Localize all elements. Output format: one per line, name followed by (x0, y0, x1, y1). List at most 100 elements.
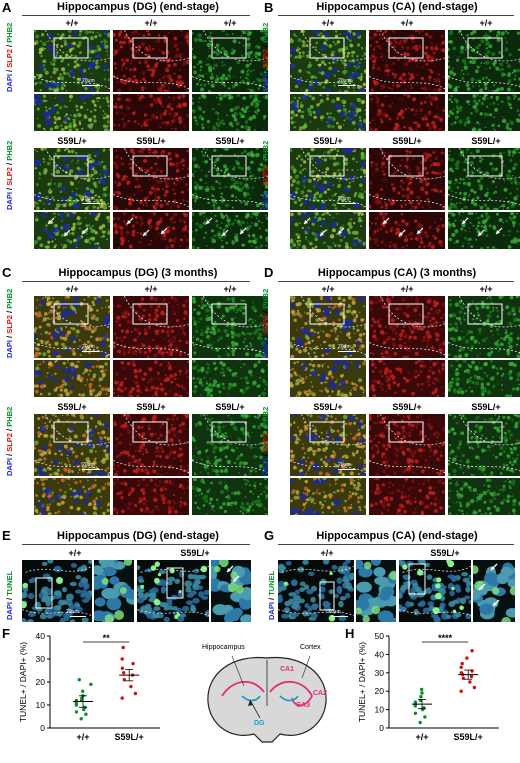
micrograph-c-mut-ch2 (113, 414, 189, 476)
label-dg: DG (254, 720, 265, 727)
micrograph-d-wt-ch1 (290, 296, 366, 358)
x-tick-label: S59L/+ (454, 732, 483, 742)
panel-b-title: Hippocampus (CA) (end-stage) (282, 1, 512, 13)
label-hippocampus: Hippocampus (202, 644, 245, 651)
brain-diagram: Hippocampus Cortex CA1 CA2 CA3 DG (192, 636, 342, 751)
data-point (84, 713, 87, 716)
scale-bar (338, 85, 356, 86)
micrograph-d-wt-ch2 (369, 296, 445, 358)
data-point (460, 690, 463, 693)
data-point (129, 685, 132, 688)
data-point (420, 688, 423, 691)
scale-bar-label: 20μm (82, 196, 95, 202)
panel-c-mut-label-2: S59L/+ (113, 402, 189, 412)
micrograph-c-mut-ch3 (192, 414, 268, 476)
zoom-d-mut-ch1 (290, 478, 366, 515)
micrograph-b-mut-ch1 (290, 148, 366, 210)
data-point (460, 671, 463, 674)
data-point (121, 667, 124, 670)
data-point (420, 691, 423, 694)
panel-b-wt-label-2: +/+ (369, 18, 445, 28)
panel-g-wt-label: +/+ (282, 548, 372, 558)
zoom-c-wt-ch3 (192, 360, 268, 397)
data-point (419, 721, 422, 724)
y-tick-label: 40 (36, 631, 46, 641)
data-point (414, 701, 417, 704)
tunel-e-mut-zoom (211, 560, 251, 622)
micrograph-b-wt-ch3 (448, 30, 520, 92)
scale-bar-label: 20μm (82, 344, 95, 350)
data-point (121, 657, 124, 660)
panel-d-ylabel-1: DAPI / SLP2 / PHB2 (261, 289, 270, 358)
scale-bar (338, 469, 356, 470)
significance-label: ** (103, 633, 111, 643)
scale-bar-label: 20μm (338, 196, 351, 202)
data-point (414, 712, 417, 715)
zoom-c-wt-ch2 (113, 360, 189, 397)
scale-bar-label: 20μm (328, 609, 341, 615)
zoom-b-mut-ch3 (448, 212, 520, 249)
panel-a-title: Hippocampus (DG) (end-stage) (28, 1, 248, 13)
data-point (470, 649, 473, 652)
panel-a-mut-label-3: S59L/+ (192, 136, 268, 146)
panel-g-title: Hippocampus (CA) (end-stage) (282, 530, 512, 542)
data-point (75, 710, 78, 713)
x-tick-label: +/+ (76, 732, 89, 742)
zoom-c-mut-ch2 (113, 478, 189, 515)
panel-b-ylabel-2: DAPI / SLP2 / PHB2 (261, 141, 270, 210)
panel-e-mut-label: S59L/+ (150, 548, 240, 558)
zoom-d-wt-ch2 (369, 360, 445, 397)
panel-g-ylabel: DAPI / TUNEL (267, 571, 276, 620)
micrograph-a-wt-ch2 (113, 30, 189, 92)
zoom-d-mut-ch3 (448, 478, 520, 515)
panel-letter-d: D (264, 265, 273, 280)
y-tick-label: 10 (375, 705, 385, 715)
data-point (470, 675, 473, 678)
panel-a-mut-label-2: S59L/+ (113, 136, 189, 146)
zoom-a-mut-ch3 (192, 212, 268, 249)
scale-bar-label: 20μm (338, 78, 351, 84)
scale-bar-label: 20μm (66, 609, 79, 615)
zoom-a-wt-ch3 (192, 94, 268, 131)
zoom-b-wt-ch2 (369, 94, 445, 131)
panel-e-ylabel: DAPI / TUNEL (5, 571, 14, 620)
scale-bar-label: 20μm (82, 78, 95, 84)
micrograph-c-mut-ch1 (34, 414, 110, 476)
zoom-b-mut-ch2 (369, 212, 445, 249)
panel-letter-h: H (345, 626, 354, 641)
x-tick-label: S59L/+ (115, 732, 144, 742)
panel-d-ylabel-2: DAPI / SLP2 / PHB2 (261, 407, 270, 476)
panel-d-wt-label-2: +/+ (369, 284, 445, 294)
scale-bar (338, 351, 356, 352)
panel-c-mut-label-3: S59L/+ (192, 402, 268, 412)
micrograph-b-wt-ch1 (290, 30, 366, 92)
panel-d-mut-label-1: S59L/+ (290, 402, 366, 412)
label-ca1: CA1 (280, 666, 294, 673)
panel-d-title: Hippocampus (CA) (3 months) (282, 267, 512, 279)
micrograph-b-mut-ch3 (448, 148, 520, 210)
panel-letter-f: F (2, 626, 10, 641)
micrograph-d-mut-ch3 (448, 414, 520, 476)
x-tick-label: +/+ (415, 732, 428, 742)
panel-a-wt-label-1: +/+ (34, 18, 110, 28)
data-point (131, 662, 134, 665)
panel-d-wt-label-3: +/+ (448, 284, 520, 294)
micrograph-a-mut-ch1 (34, 148, 110, 210)
significance-label: **** (438, 633, 453, 643)
scale-bar-label: 20μm (338, 344, 351, 350)
panel-b-ylabel-1: DAPI / SLP2 / PHB2 (261, 23, 270, 92)
data-point (423, 715, 426, 718)
y-axis-label: TUNEL+ / DAPI+ (%) (18, 642, 28, 722)
panel-a-wt-label-2: +/+ (113, 18, 189, 28)
y-tick-label: 30 (375, 668, 385, 678)
panel-c-title: Hippocampus (DG) (3 months) (28, 267, 248, 279)
zoom-c-mut-ch3 (192, 478, 268, 515)
y-tick-label: 0 (40, 723, 45, 733)
y-tick-label: 10 (36, 700, 46, 710)
micrograph-c-wt-ch3 (192, 296, 268, 358)
data-point (121, 696, 124, 699)
scale-bar (332, 616, 348, 617)
zoom-c-wt-ch1 (34, 360, 110, 397)
